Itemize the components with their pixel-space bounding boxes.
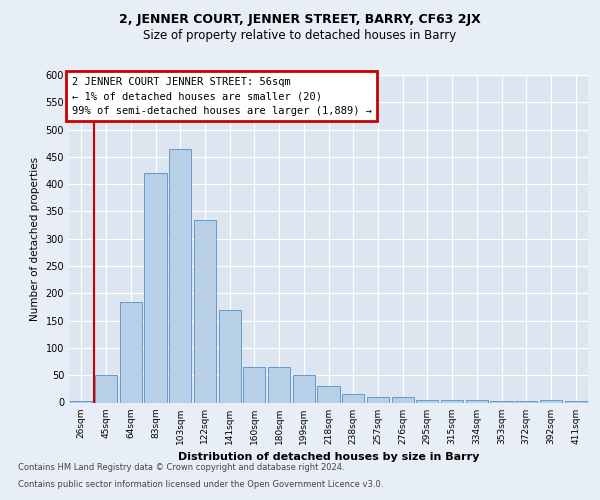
Bar: [243, 367, 265, 402]
Bar: [70, 401, 92, 402]
Text: Contains HM Land Registry data © Crown copyright and database right 2024.: Contains HM Land Registry data © Crown c…: [18, 464, 344, 472]
Bar: [95, 375, 117, 402]
Bar: [218, 310, 241, 402]
Text: Size of property relative to detached houses in Barry: Size of property relative to detached ho…: [143, 29, 457, 42]
Bar: [367, 397, 389, 402]
Bar: [441, 400, 463, 402]
Bar: [317, 386, 340, 402]
Bar: [466, 400, 488, 402]
Bar: [293, 375, 315, 402]
Bar: [342, 394, 364, 402]
Bar: [540, 400, 562, 402]
Bar: [392, 397, 414, 402]
Text: Contains public sector information licensed under the Open Government Licence v3: Contains public sector information licen…: [18, 480, 383, 489]
Bar: [194, 220, 216, 402]
Bar: [565, 401, 587, 402]
Bar: [145, 173, 167, 402]
Bar: [119, 302, 142, 402]
Y-axis label: Number of detached properties: Number of detached properties: [30, 156, 40, 321]
Bar: [416, 400, 439, 402]
Text: 2 JENNER COURT JENNER STREET: 56sqm
← 1% of detached houses are smaller (20)
99%: 2 JENNER COURT JENNER STREET: 56sqm ← 1%…: [71, 76, 371, 116]
X-axis label: Distribution of detached houses by size in Barry: Distribution of detached houses by size …: [178, 452, 479, 462]
Text: 2, JENNER COURT, JENNER STREET, BARRY, CF63 2JX: 2, JENNER COURT, JENNER STREET, BARRY, C…: [119, 12, 481, 26]
Bar: [268, 367, 290, 402]
Bar: [169, 148, 191, 402]
